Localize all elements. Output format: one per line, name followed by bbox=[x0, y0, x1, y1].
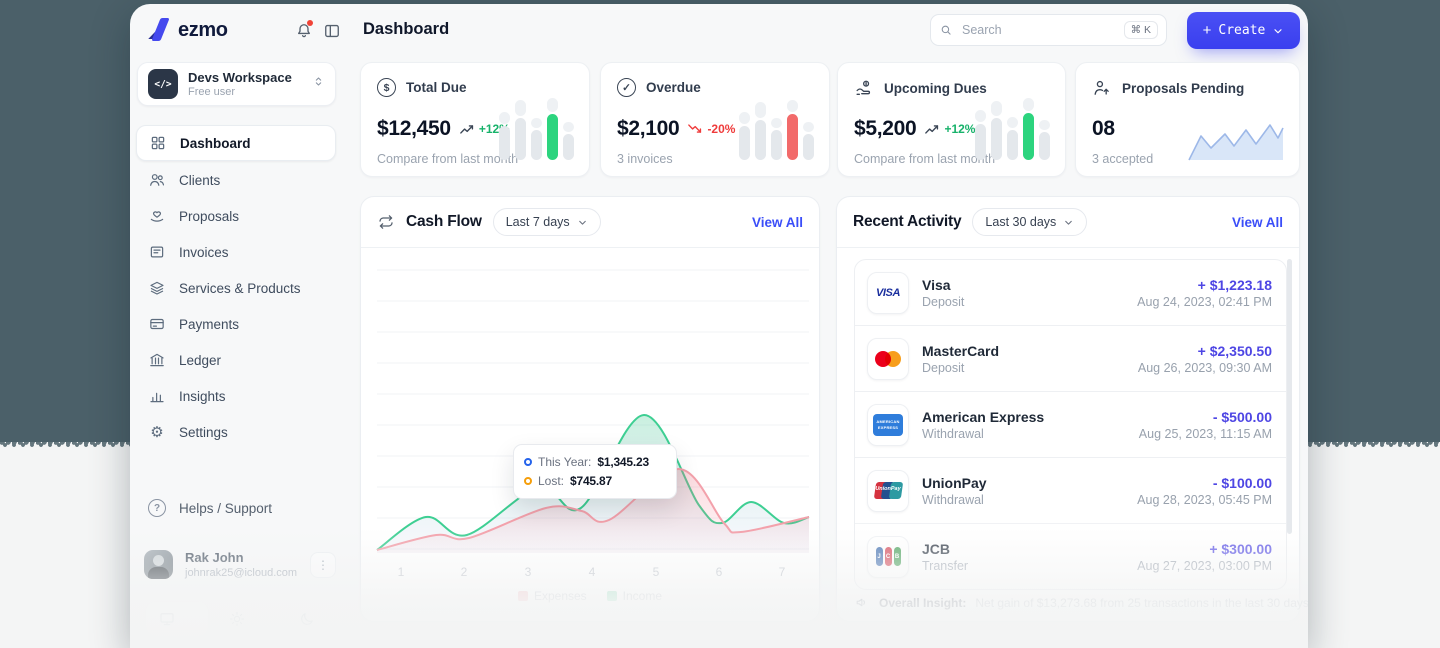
trend-down-icon bbox=[688, 124, 702, 133]
trend-up-icon bbox=[925, 125, 939, 134]
recent-activity-range-dropdown[interactable]: Last 30 days bbox=[972, 208, 1088, 236]
mastercard-logo bbox=[867, 337, 909, 380]
user-card[interactable]: Rak John johnrak25@icloud.com ⋮ bbox=[144, 550, 336, 579]
transaction-row-mastercard[interactable]: MasterCard Deposit + $2,350.50 Aug 26, 2… bbox=[855, 325, 1286, 391]
bell-icon[interactable] bbox=[294, 20, 314, 41]
cash-flow-panel: Cash Flow Last 7 days View All 1 2 bbox=[360, 196, 820, 622]
layers-icon bbox=[148, 279, 166, 297]
sidebar-item-payments[interactable]: Payments bbox=[136, 307, 336, 341]
avatar bbox=[144, 550, 173, 579]
app-window: ezmo Dashboard ⌘ K + Create </> bbox=[130, 4, 1308, 648]
cash-flow-range-dropdown[interactable]: Last 7 days bbox=[492, 208, 601, 236]
recent-activity-panel: Recent Activity Last 30 days View All VI… bbox=[836, 196, 1308, 622]
unionpay-logo: UnionPay bbox=[867, 469, 909, 512]
create-button[interactable]: + Create bbox=[1187, 12, 1300, 49]
income-swatch bbox=[606, 591, 617, 601]
hand-heart-icon bbox=[148, 207, 166, 225]
user-name: Rak John bbox=[185, 550, 244, 566]
hand-coin-icon bbox=[854, 78, 874, 98]
mini-bar-chart bbox=[499, 98, 574, 160]
user-email: johnrak25@icloud.com bbox=[185, 566, 298, 579]
cash-flow-view-all-link[interactable]: View All bbox=[751, 214, 803, 230]
monitor-icon[interactable] bbox=[158, 610, 176, 628]
sidebar-item-insights[interactable]: Insights bbox=[136, 379, 336, 413]
series-dot-orange bbox=[524, 476, 532, 485]
chevron-up-down-icon bbox=[312, 75, 325, 93]
workspace-name: Devs Workspace bbox=[188, 69, 292, 85]
kebab-menu-icon[interactable]: ⋮ bbox=[310, 551, 336, 578]
workspace-code-icon: </> bbox=[148, 69, 178, 99]
mini-bar-chart bbox=[975, 98, 1050, 160]
notification-dot bbox=[307, 20, 313, 26]
user-up-icon bbox=[1092, 78, 1112, 98]
search-icon bbox=[941, 25, 951, 35]
cash-flow-chart bbox=[376, 269, 810, 553]
trend-up-icon bbox=[459, 125, 473, 134]
sidebar-nav: Dashboard Clients Proposals Invoices Ser… bbox=[136, 125, 336, 449]
scrollbar[interactable] bbox=[1287, 259, 1292, 534]
sidebar-item-dashboard[interactable]: Dashboard bbox=[136, 125, 336, 161]
invoice-icon bbox=[148, 243, 166, 261]
transaction-row-visa[interactable]: VISA Visa Deposit + $1,223.18 Aug 24, 20… bbox=[855, 260, 1286, 325]
stat-card-total-due: $ Total Due $12,450 +12% Compare from la… bbox=[360, 62, 590, 177]
transaction-row-amex[interactable]: AMERICAN EXPRESS American Express Withdra… bbox=[855, 391, 1286, 457]
sidebar-item-ledger[interactable]: Ledger bbox=[136, 343, 336, 377]
app-logo[interactable]: ezmo bbox=[148, 17, 228, 43]
workspace-plan: Free user bbox=[188, 86, 236, 99]
moon-icon[interactable] bbox=[298, 610, 316, 628]
help-support-link[interactable]: ? Helps / Support bbox=[148, 499, 272, 517]
visa-logo: VISA bbox=[867, 271, 909, 314]
transaction-row-unionpay[interactable]: UnionPay UnionPay Withdrawal - $100.00 A… bbox=[855, 457, 1286, 523]
panel-toggle-icon[interactable] bbox=[322, 21, 342, 41]
chevron-down-icon bbox=[1274, 28, 1282, 33]
overall-insight: Overall Insight: Net gain of $13,273.68 … bbox=[855, 595, 1308, 610]
recent-activity-title: Recent Activity bbox=[853, 213, 962, 230]
gear-icon: ⚙ bbox=[150, 423, 164, 441]
stat-card-proposals-pending: Proposals Pending 08 3 accepted bbox=[1075, 62, 1300, 177]
users-icon bbox=[148, 171, 166, 189]
bar-chart-icon bbox=[148, 387, 166, 405]
sun-icon[interactable] bbox=[228, 610, 246, 628]
expenses-swatch bbox=[517, 591, 528, 601]
chevron-down-icon bbox=[1065, 220, 1073, 225]
bank-icon bbox=[148, 351, 166, 369]
sidebar-item-services-products[interactable]: Services & Products bbox=[136, 271, 336, 305]
chevron-down-icon bbox=[578, 220, 586, 225]
stat-card-upcoming-dues: Upcoming Dues $5,200 +12% Compare from l… bbox=[837, 62, 1066, 177]
logo-text: ezmo bbox=[178, 18, 228, 41]
chart-legend: Expenses Income bbox=[361, 589, 819, 603]
check-circle-icon: ✓ bbox=[617, 78, 636, 97]
search-bar[interactable]: ⌘ K bbox=[930, 14, 1167, 46]
stat-card-overdue: ✓ Overdue $2,100 -20% 3 invoices bbox=[600, 62, 830, 177]
sidebar-item-clients[interactable]: Clients bbox=[136, 163, 336, 197]
mini-area-chart bbox=[1188, 124, 1284, 161]
page-title: Dashboard bbox=[363, 20, 450, 38]
sync-icon bbox=[377, 213, 395, 231]
amex-logo: AMERICAN EXPRESS bbox=[867, 403, 909, 446]
sidebar-item-settings[interactable]: ⚙ Settings bbox=[136, 415, 336, 449]
question-circle-icon: ? bbox=[148, 499, 166, 517]
chart-tooltip: This Year: $1,345.23 Lost: $745.87 bbox=[513, 444, 677, 500]
logo-mark-icon bbox=[148, 17, 172, 43]
search-input[interactable] bbox=[960, 22, 1117, 38]
sidebar-item-invoices[interactable]: Invoices bbox=[136, 235, 336, 269]
cash-flow-title: Cash Flow bbox=[406, 213, 482, 230]
sidebar-item-proposals[interactable]: Proposals bbox=[136, 199, 336, 233]
credit-card-icon bbox=[148, 315, 166, 333]
recent-activity-view-all-link[interactable]: View All bbox=[1231, 214, 1283, 230]
dollar-circle-icon: $ bbox=[377, 78, 396, 97]
app-header: ezmo Dashboard ⌘ K + Create bbox=[130, 4, 1308, 58]
series-dot-blue bbox=[524, 458, 532, 467]
search-shortcut-badge: ⌘ K bbox=[1123, 21, 1158, 39]
megaphone-icon bbox=[855, 595, 870, 610]
mini-bar-chart bbox=[739, 100, 814, 160]
theme-switcher bbox=[144, 600, 330, 638]
grid-icon bbox=[149, 134, 167, 152]
workspace-selector[interactable]: </> Devs Workspace Free user bbox=[137, 62, 336, 106]
transaction-list: VISA Visa Deposit + $1,223.18 Aug 24, 20… bbox=[854, 259, 1287, 590]
plus-icon: + bbox=[1202, 22, 1212, 39]
theme-active-pill bbox=[146, 602, 208, 636]
